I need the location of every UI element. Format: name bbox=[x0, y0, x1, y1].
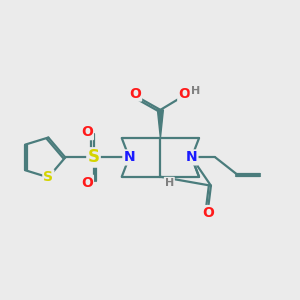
Text: O: O bbox=[81, 176, 93, 190]
Polygon shape bbox=[158, 110, 164, 138]
Text: O: O bbox=[81, 125, 93, 139]
Text: O: O bbox=[129, 86, 141, 100]
Text: H: H bbox=[190, 86, 200, 96]
Text: S: S bbox=[88, 148, 100, 166]
Text: O: O bbox=[178, 86, 190, 100]
Text: S: S bbox=[43, 170, 53, 184]
Text: O: O bbox=[202, 206, 214, 220]
Text: H: H bbox=[165, 178, 174, 188]
Text: N: N bbox=[123, 150, 135, 164]
Text: N: N bbox=[186, 150, 197, 164]
